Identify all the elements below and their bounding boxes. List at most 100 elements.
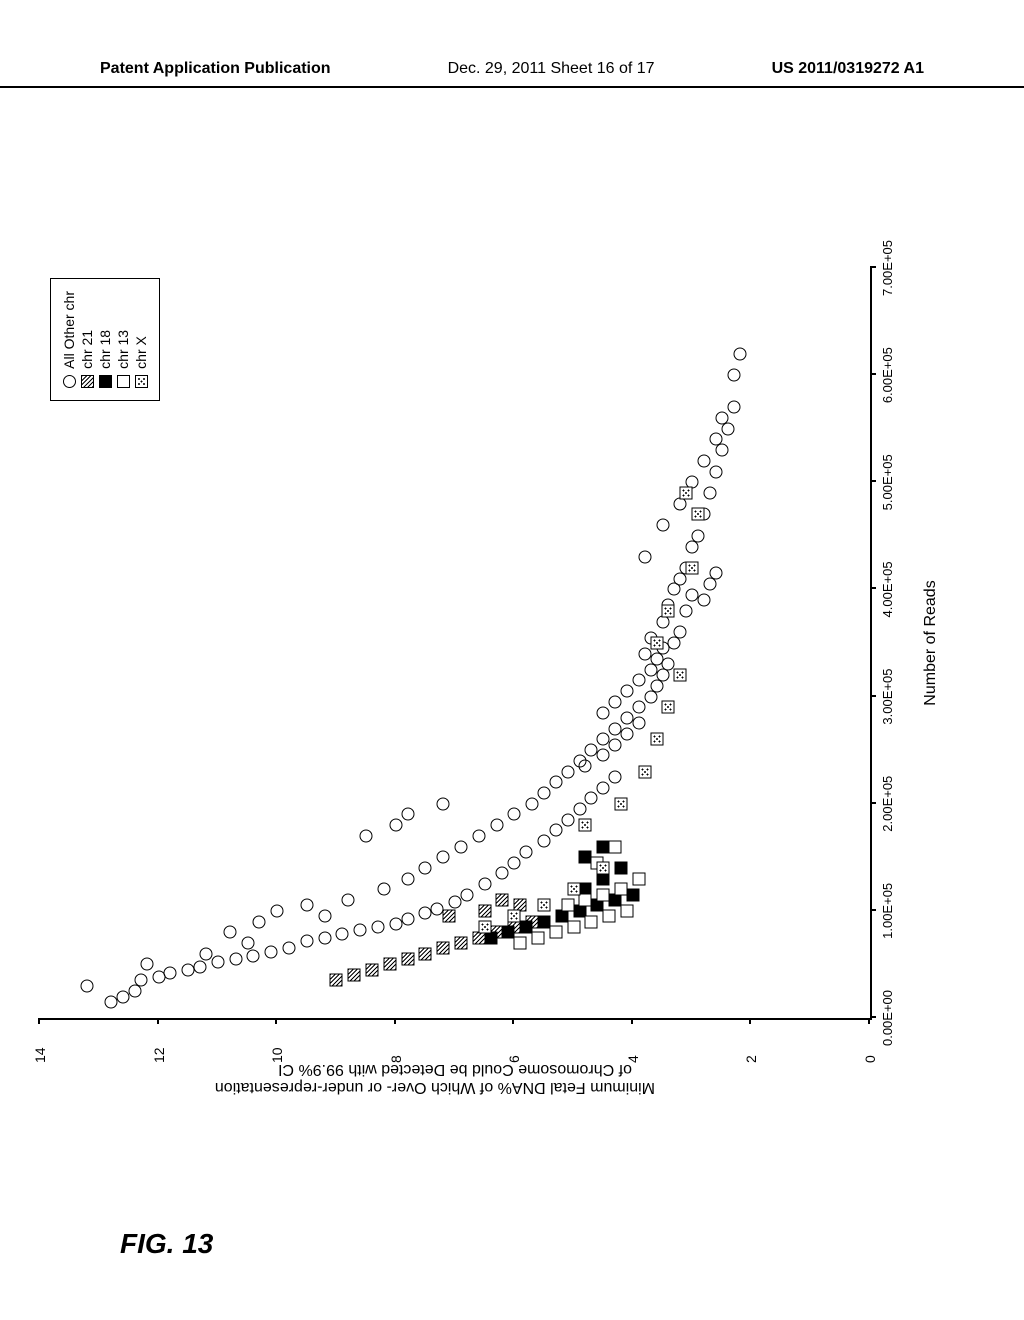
data-point-circle	[377, 883, 390, 896]
data-point-circle	[200, 947, 213, 960]
plot-area: Minimum Fetal DNA% of Which Over- or und…	[40, 268, 872, 1020]
data-point-circle	[401, 808, 414, 821]
data-point-circle	[437, 797, 450, 810]
x-tick-mark	[870, 909, 876, 911]
data-point-circle	[336, 928, 349, 941]
data-point-dotted	[478, 920, 491, 933]
data-point-circle	[472, 829, 485, 842]
y-tick-mark	[157, 1018, 159, 1024]
header-center: Dec. 29, 2011 Sheet 16 of 17	[448, 60, 655, 78]
data-point-circle	[283, 942, 296, 955]
data-point-circle	[585, 744, 598, 757]
data-point-hatch	[401, 953, 414, 966]
data-point-dotted	[567, 883, 580, 896]
data-point-circle	[620, 712, 633, 725]
y-tick: 6	[506, 1055, 522, 1063]
figure-label: FIG. 13	[120, 1228, 213, 1260]
y-label-line1: Minimum Fetal DNA% of Which Over- or und…	[255, 1078, 655, 1096]
data-point-circle	[360, 829, 373, 842]
data-point-circle	[620, 728, 633, 741]
data-point-circle	[478, 878, 491, 891]
data-point-circle	[271, 904, 284, 917]
data-point-circle	[609, 738, 622, 751]
data-point-hatch	[443, 910, 456, 923]
y-tick-mark	[631, 1018, 633, 1024]
y-tick: 10	[269, 1047, 285, 1063]
data-point-solid	[626, 888, 639, 901]
data-point-hatch	[478, 904, 491, 917]
data-point-dotted	[579, 819, 592, 832]
data-point-open-sq	[620, 904, 633, 917]
data-point-circle	[709, 465, 722, 478]
data-point-circle	[526, 797, 539, 810]
x-tick: 5.00E+05	[880, 454, 895, 510]
data-point-open-sq	[609, 840, 622, 853]
legend-marker-hatch	[81, 375, 94, 388]
data-point-dotted	[537, 899, 550, 912]
legend-item: chr 13	[115, 291, 131, 388]
data-point-circle	[241, 937, 254, 950]
legend-label: chr 13	[115, 330, 131, 369]
data-point-hatch	[419, 947, 432, 960]
data-point-dotted	[508, 910, 521, 923]
data-point-circle	[698, 594, 711, 607]
x-tick: 2.00E+05	[880, 776, 895, 832]
legend-marker-circle	[63, 375, 76, 388]
data-point-circle	[194, 960, 207, 973]
header-left: Patent Application Publication	[100, 60, 331, 78]
data-point-circle	[561, 765, 574, 778]
data-point-open-sq	[597, 888, 610, 901]
data-point-circle	[140, 958, 153, 971]
data-point-circle	[419, 862, 432, 875]
data-point-circle	[680, 604, 693, 617]
data-point-circle	[401, 872, 414, 885]
y-tick-mark	[868, 1018, 870, 1024]
data-point-circle	[537, 787, 550, 800]
legend-label: chr X	[133, 336, 149, 369]
x-tick-mark	[870, 1016, 876, 1018]
data-point-circle	[253, 915, 266, 928]
data-point-circle	[318, 910, 331, 923]
x-tick: 7.00E+05	[880, 240, 895, 296]
data-point-circle	[597, 733, 610, 746]
x-tick: 1.00E+05	[880, 883, 895, 939]
y-axis-label: Minimum Fetal DNA% of Which Over- or und…	[255, 1060, 655, 1096]
data-point-circle	[508, 808, 521, 821]
data-point-circle	[454, 840, 467, 853]
data-point-circle	[223, 926, 236, 939]
legend-marker-solid	[99, 375, 112, 388]
data-point-circle	[449, 896, 462, 909]
data-point-circle	[609, 722, 622, 735]
data-point-circle	[537, 835, 550, 848]
y-tick: 8	[388, 1055, 404, 1063]
data-point-hatch	[496, 894, 509, 907]
legend-label: chr 21	[79, 330, 95, 369]
y-label-line2: of Chromosome Could be Detected with 99.…	[255, 1060, 655, 1078]
data-point-circle	[371, 920, 384, 933]
data-point-circle	[597, 749, 610, 762]
data-point-dotted	[662, 604, 675, 617]
legend-item: All Other chr	[61, 291, 77, 388]
data-point-circle	[354, 924, 367, 937]
data-point-open-sq	[603, 910, 616, 923]
data-point-circle	[265, 945, 278, 958]
data-point-circle	[211, 956, 224, 969]
data-point-circle	[561, 813, 574, 826]
y-tick-mark	[38, 1018, 40, 1024]
legend-item: chr X	[133, 291, 149, 388]
data-point-circle	[490, 819, 503, 832]
legend-label: chr 18	[97, 330, 113, 369]
x-axis-label: Number of Reads	[922, 580, 940, 705]
data-point-hatch	[383, 958, 396, 971]
legend-marker-open-sq	[117, 375, 130, 388]
data-point-circle	[638, 551, 651, 564]
data-point-circle	[573, 803, 586, 816]
x-tick: 0.00E+00	[880, 990, 895, 1046]
data-point-dotted	[650, 733, 663, 746]
data-point-circle	[698, 454, 711, 467]
data-point-circle	[573, 754, 586, 767]
data-point-circle	[674, 626, 687, 639]
y-tick: 4	[625, 1055, 641, 1063]
data-point-circle	[318, 931, 331, 944]
data-point-circle	[496, 867, 509, 880]
